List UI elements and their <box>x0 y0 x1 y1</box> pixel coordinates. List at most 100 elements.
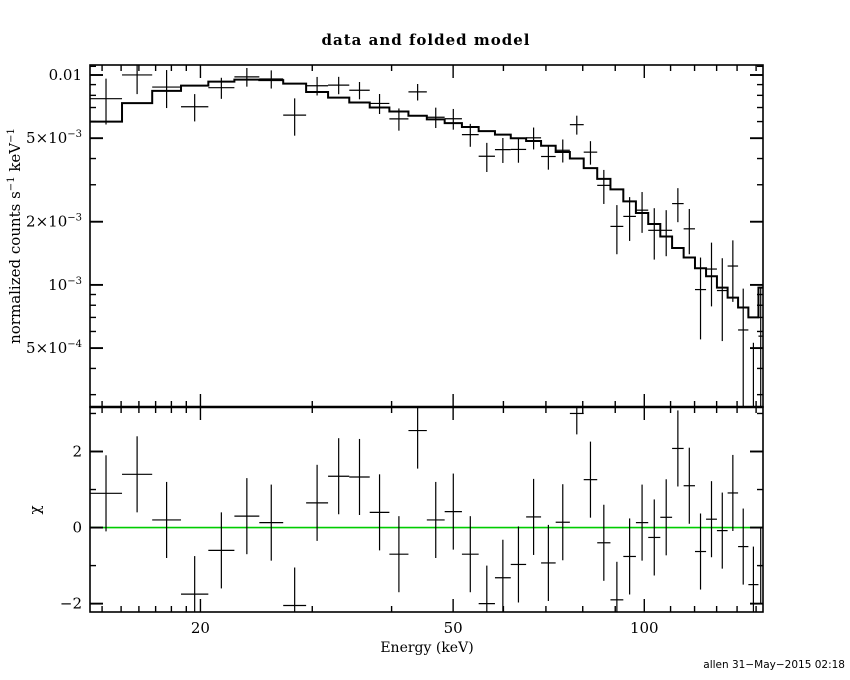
spectrum-data-point <box>623 197 636 241</box>
spectrum-data-point <box>259 70 284 89</box>
residual-point <box>408 407 427 469</box>
x-tick-label: 20 <box>191 619 210 637</box>
spectrum-data-point <box>426 107 445 129</box>
residual-point <box>152 481 182 558</box>
spectrum-data-points <box>90 65 763 407</box>
residual-point <box>623 518 636 595</box>
y-tick-label-chi: 2 <box>72 442 82 460</box>
residual-point <box>181 556 209 612</box>
x-tick-label: 100 <box>630 619 659 637</box>
timestamp-label: allen 31−May−2015 02:18 <box>703 659 845 671</box>
residual-point <box>389 516 409 593</box>
residual-point <box>461 516 479 593</box>
spectrum-data-point <box>306 76 329 96</box>
residual-point <box>555 484 570 561</box>
residual-point <box>349 438 370 516</box>
x-tick-label: 50 <box>444 619 463 637</box>
spectrum-data-point <box>694 257 707 340</box>
residual-point <box>569 407 584 435</box>
residual-point <box>672 410 684 487</box>
y-tick-label-counts: 2×10−3 <box>26 213 82 231</box>
residual-point <box>610 561 624 612</box>
y-tick-label-counts: 10−3 <box>48 276 82 294</box>
spectrum-data-point <box>660 210 673 257</box>
axes-and-ticks <box>89 64 764 613</box>
spectrum-data-point <box>283 98 307 136</box>
spectrum-data-point <box>569 115 584 135</box>
spectrum-data-point <box>555 139 570 163</box>
spectrum-data-point <box>716 258 728 342</box>
residual-point <box>660 479 673 556</box>
spectrum-data-point <box>349 82 370 100</box>
spectrum-data-point <box>461 123 479 147</box>
residual-point <box>306 464 329 541</box>
spectrum-data-point <box>408 84 427 101</box>
y-tick-label-counts: 5×10−3 <box>26 129 82 147</box>
spectrum-data-point <box>648 208 661 260</box>
spectrum-data-point <box>738 288 749 407</box>
spectrum-data-point <box>328 76 350 95</box>
y-tick-label-chi: 0 <box>72 519 82 537</box>
residual-point <box>426 481 445 558</box>
chart-title: data and folded model <box>322 31 531 49</box>
residual-point <box>444 473 462 550</box>
residual-point <box>122 436 153 513</box>
spectrum-data-point <box>672 188 684 223</box>
spectrum-data-point <box>494 138 511 163</box>
residual-point <box>283 567 307 612</box>
residual-point <box>541 524 556 601</box>
spectrum-data-point <box>583 141 598 165</box>
y-axis-label-chi: χ <box>26 505 44 514</box>
residual-point <box>583 441 598 518</box>
spectrum-data-point <box>389 108 409 131</box>
spectrum-data-point <box>635 192 649 233</box>
y-tick-label-counts: 0.01 <box>49 66 82 84</box>
residual-point <box>369 474 390 551</box>
residual-point <box>478 565 495 612</box>
residual-point <box>738 508 749 585</box>
spectrum-data-point <box>90 78 123 125</box>
spectrum-data-point <box>122 65 153 95</box>
spectrum-data-point <box>541 145 556 170</box>
spectrum-data-point <box>234 67 260 87</box>
y-axis-label-counts: normalized counts s−1 keV−1 <box>6 128 24 344</box>
residual-point <box>90 455 123 532</box>
spectrum-data-point <box>478 142 495 173</box>
model-line-path <box>90 78 763 319</box>
spectrum-data-point <box>752 342 755 407</box>
spectrum-data-point <box>597 169 611 204</box>
spectrum-data-point <box>526 127 542 150</box>
spectrum-data-point <box>152 70 182 109</box>
spectrum-data-point <box>683 208 695 255</box>
residual-point <box>494 539 511 612</box>
residual-points <box>90 407 763 612</box>
spectrum-data-point <box>706 242 717 307</box>
residual-point <box>648 499 661 576</box>
residual-point <box>635 484 649 561</box>
plot-panels: 20 50 1000.015×10−32×10−310−35×10−420−2nor… <box>6 64 764 637</box>
spectrum-data-point <box>369 93 390 114</box>
residual-point <box>259 484 284 561</box>
x-axis-label: Energy (keV) <box>380 640 473 656</box>
residual-point <box>208 512 235 589</box>
residual-point <box>526 478 542 555</box>
spectrum-data-point <box>208 77 235 99</box>
residual-point <box>683 447 695 524</box>
spectrum-data-point <box>510 137 527 163</box>
residual-point <box>510 526 527 603</box>
spectrum-data-point <box>181 94 209 122</box>
model-step-line <box>90 78 763 319</box>
spectrum-data-point <box>444 108 462 130</box>
spectrum-data-point <box>727 240 739 302</box>
residual-point <box>716 492 728 569</box>
residual-point <box>748 546 759 612</box>
residual-point <box>328 438 350 515</box>
residual-point <box>597 504 611 581</box>
residual-point <box>706 481 717 558</box>
residual-point <box>234 478 260 555</box>
spectrum-data-point <box>610 205 624 255</box>
y-tick-label-counts: 5×10−4 <box>26 339 82 357</box>
residual-point <box>727 454 739 531</box>
